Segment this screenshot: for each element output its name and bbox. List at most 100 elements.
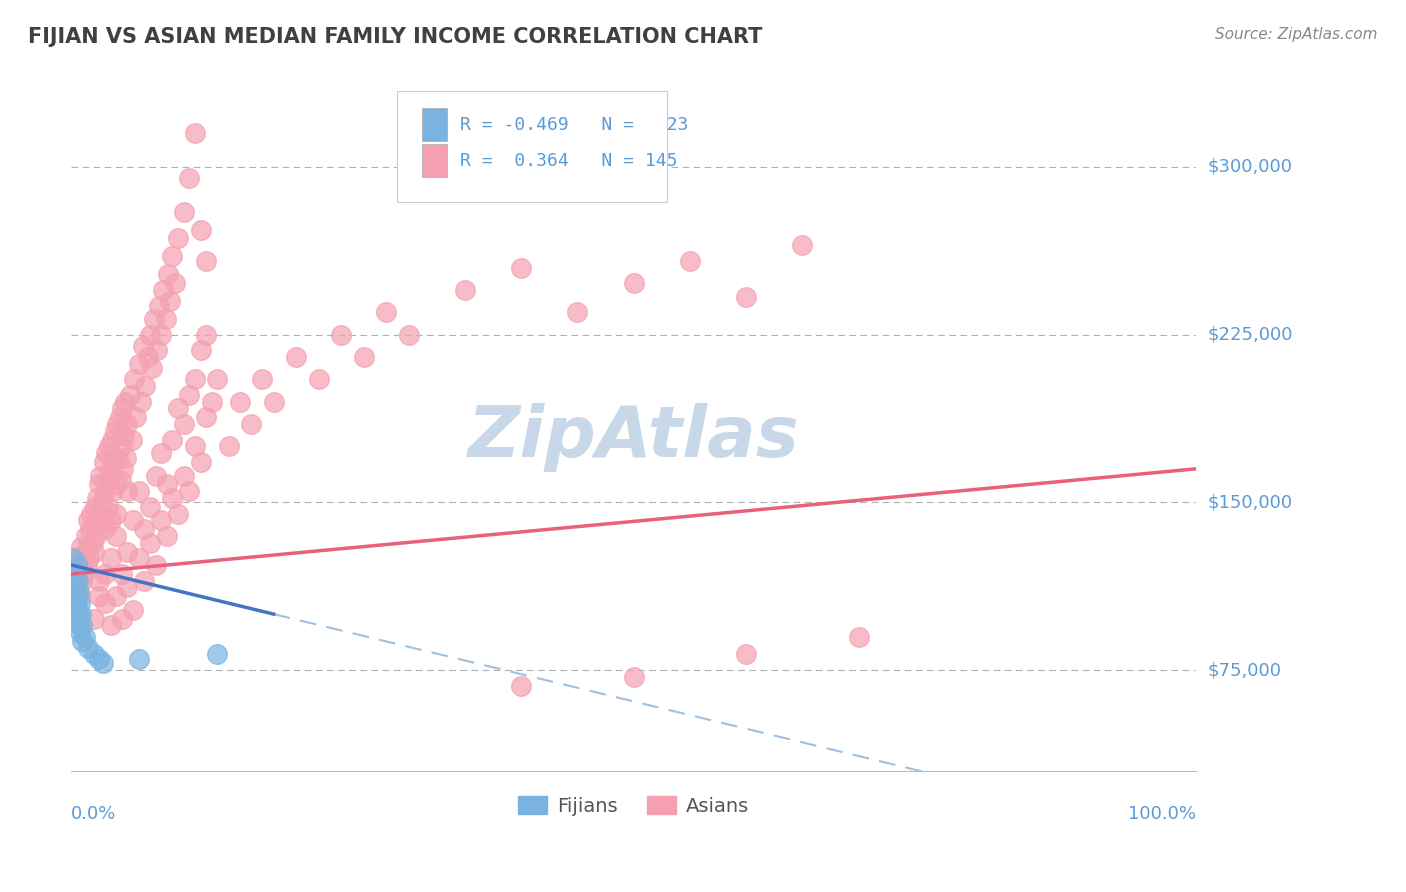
Point: [67, 618, 90, 632]
Point: [66, 607, 89, 622]
Point: [128, 551, 150, 566]
Point: [173, 417, 195, 431]
Point: [112, 428, 135, 442]
Point: [330, 327, 353, 342]
Point: [121, 433, 143, 447]
Point: [510, 260, 533, 275]
Bar: [422, 145, 447, 177]
Point: [148, 299, 170, 313]
Point: [91, 513, 114, 527]
Point: [136, 350, 159, 364]
Point: [179, 388, 201, 402]
Point: [62, 551, 84, 566]
Point: [98, 440, 121, 454]
Point: [122, 372, 145, 386]
Point: [66, 590, 89, 604]
Point: [162, 433, 184, 447]
Point: [63, 566, 86, 581]
Point: [97, 500, 120, 514]
Point: [72, 618, 94, 632]
Point: [848, 630, 870, 644]
Point: [190, 343, 212, 358]
Text: $300,000: $300,000: [1208, 158, 1292, 176]
Point: [72, 574, 94, 588]
Point: [207, 648, 229, 662]
Point: [134, 522, 156, 536]
Point: [398, 327, 420, 342]
Point: [70, 607, 93, 622]
Point: [623, 670, 645, 684]
Point: [72, 566, 94, 581]
Point: [218, 440, 240, 454]
Point: [735, 290, 758, 304]
Point: [105, 477, 128, 491]
Text: $225,000: $225,000: [1208, 326, 1292, 343]
Point: [94, 522, 117, 536]
Point: [240, 417, 263, 431]
Text: 100.0%: 100.0%: [1128, 805, 1197, 823]
Point: [150, 327, 173, 342]
Point: [150, 446, 173, 460]
Point: [66, 558, 89, 572]
Point: [167, 507, 190, 521]
Point: [263, 394, 285, 409]
Point: [89, 477, 111, 491]
Point: [100, 433, 122, 447]
Point: [117, 580, 139, 594]
Text: 0.0%: 0.0%: [72, 805, 117, 823]
Point: [173, 468, 195, 483]
Point: [72, 558, 94, 572]
Point: [190, 455, 212, 469]
Point: [134, 379, 156, 393]
Text: FIJIAN VS ASIAN MEDIAN FAMILY INCOME CORRELATION CHART: FIJIAN VS ASIAN MEDIAN FAMILY INCOME COR…: [28, 27, 762, 46]
Point: [152, 283, 174, 297]
Point: [128, 484, 150, 499]
Point: [122, 513, 145, 527]
Point: [83, 648, 105, 662]
Point: [145, 558, 167, 572]
Point: [105, 507, 128, 521]
Point: [184, 440, 207, 454]
Point: [72, 634, 94, 648]
Point: [67, 584, 90, 599]
Point: [87, 517, 110, 532]
Point: [66, 574, 89, 588]
Point: [375, 305, 398, 319]
Point: [86, 491, 108, 505]
Point: [93, 455, 115, 469]
Point: [510, 679, 533, 693]
Point: [143, 312, 166, 326]
Point: [105, 529, 128, 543]
Point: [111, 612, 134, 626]
FancyBboxPatch shape: [398, 91, 668, 202]
Point: [145, 468, 167, 483]
Point: [792, 238, 814, 252]
Point: [132, 339, 155, 353]
Point: [73, 544, 96, 558]
Point: [117, 544, 139, 558]
Point: [75, 529, 97, 543]
Point: [70, 540, 93, 554]
Point: [94, 596, 117, 610]
Point: [65, 612, 87, 626]
Point: [100, 551, 122, 566]
Point: [122, 603, 145, 617]
Point: [69, 596, 91, 610]
Point: [89, 590, 111, 604]
Text: R = -0.469   N =   23: R = -0.469 N = 23: [460, 116, 689, 134]
Point: [167, 401, 190, 416]
Text: $150,000: $150,000: [1208, 493, 1292, 511]
Point: [111, 566, 134, 581]
Point: [195, 253, 218, 268]
Point: [77, 540, 100, 554]
Point: [100, 513, 122, 527]
Point: [82, 535, 104, 549]
Point: [103, 455, 125, 469]
Point: [129, 394, 152, 409]
Point: [567, 305, 589, 319]
Point: [128, 357, 150, 371]
Point: [163, 276, 186, 290]
Point: [89, 574, 111, 588]
Point: [91, 657, 114, 671]
Point: [77, 551, 100, 566]
